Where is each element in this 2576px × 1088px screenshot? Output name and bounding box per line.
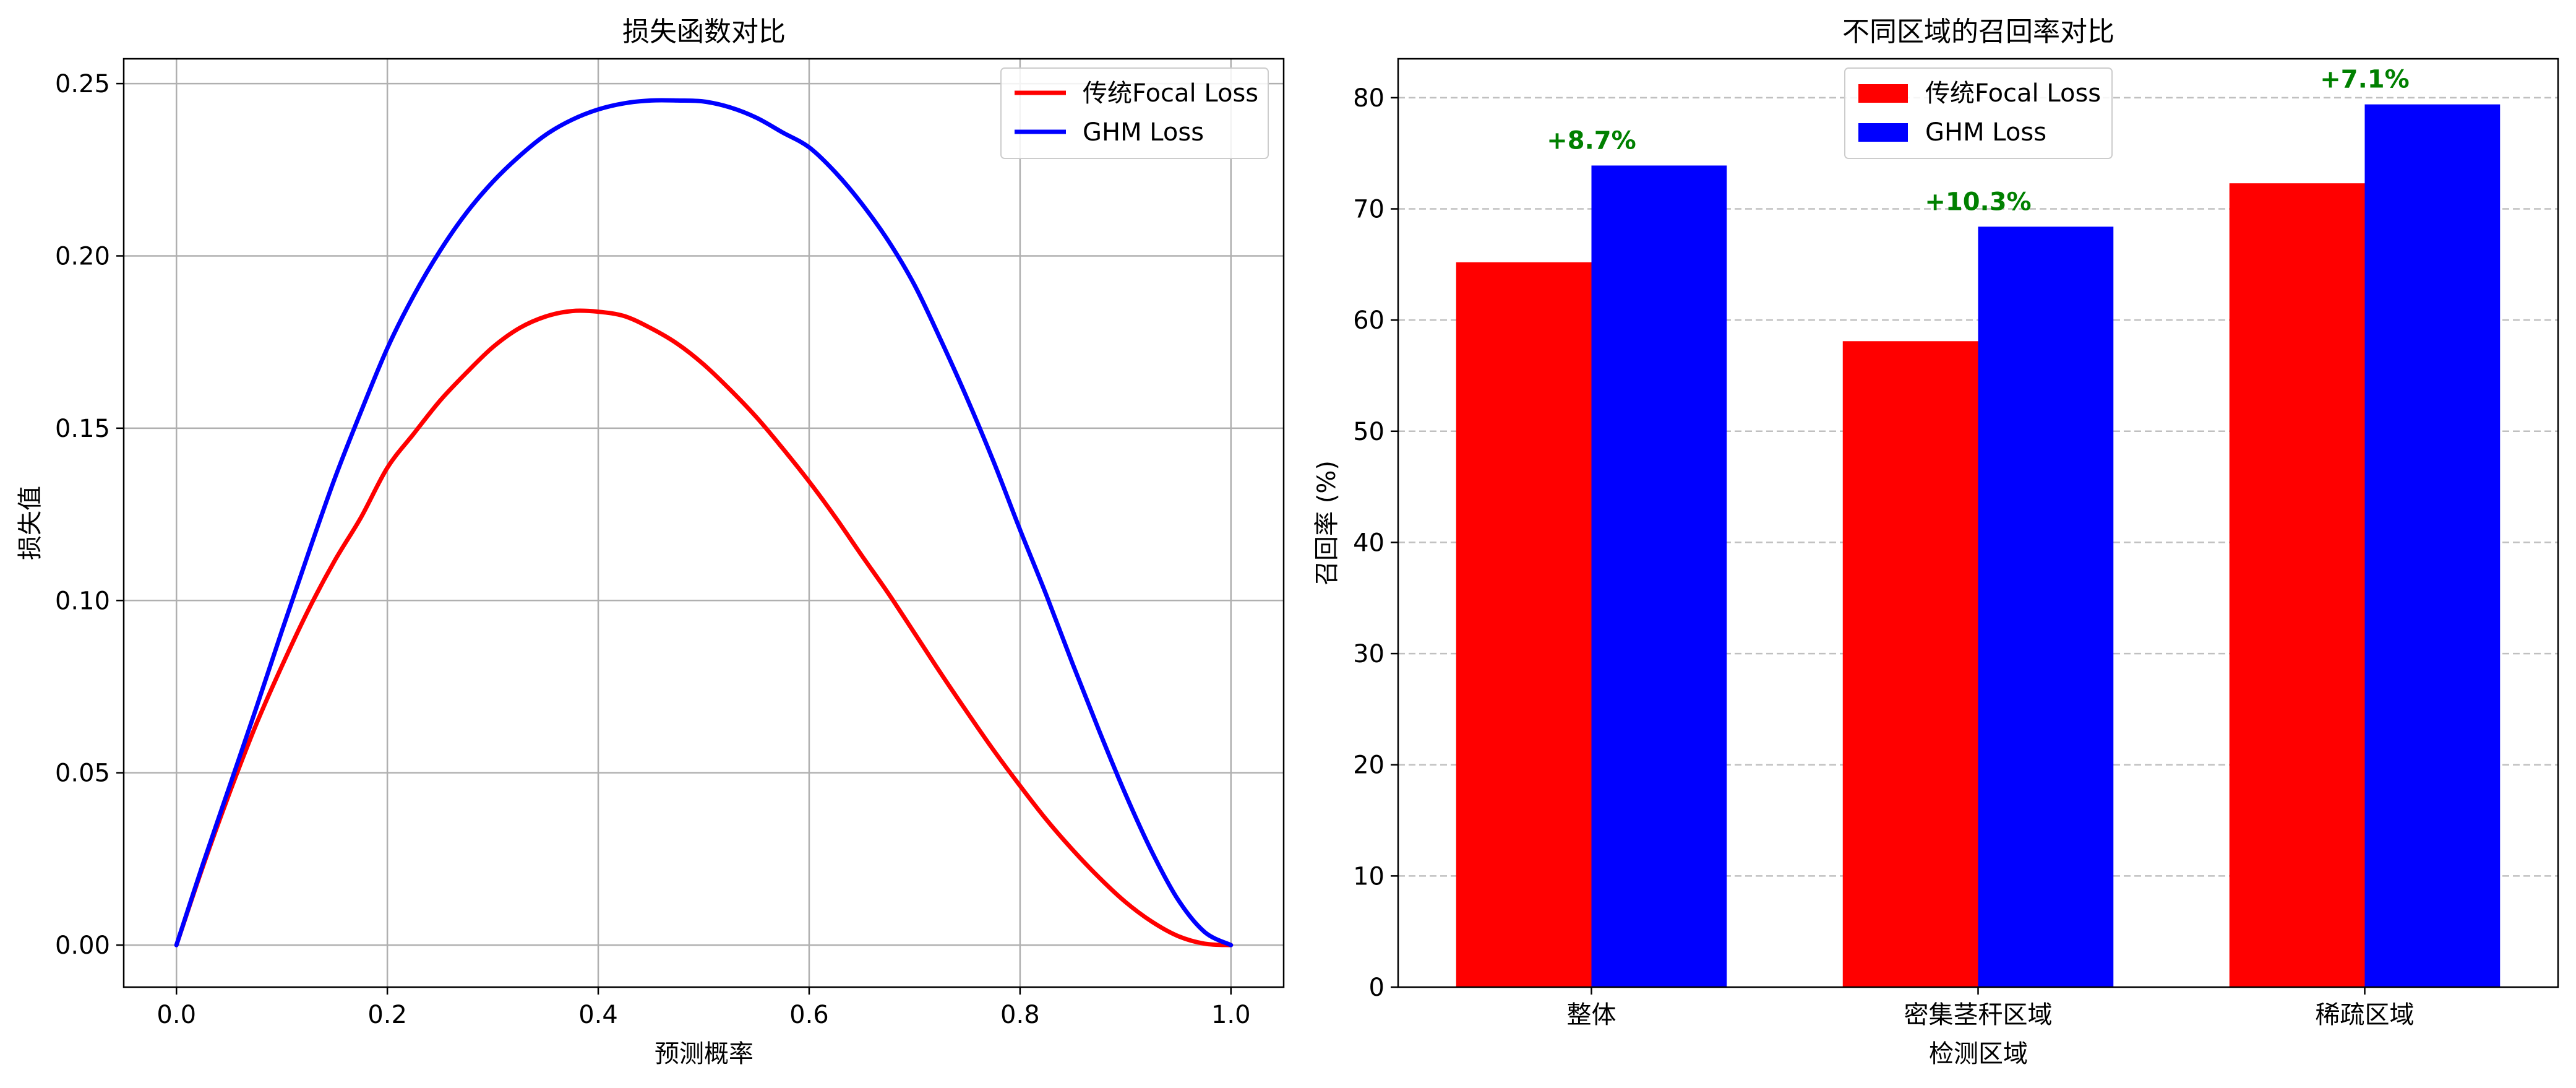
- loss-chart-x-tick-label: 0.0: [157, 1001, 196, 1029]
- recall-chart-annotations: +8.7% +10.3% +7.1%: [1547, 66, 2409, 217]
- recall-chart-y-ticks: 0 10 20 30 40 50 60 70 80: [1353, 84, 1398, 1002]
- recall-chart-y-axis-label: 召回率 (%): [1313, 460, 1341, 585]
- loss-chart-x-tick-label: 0.2: [367, 1001, 407, 1029]
- loss-chart-x-tick-label: 0.8: [1000, 1001, 1040, 1029]
- recall-bar-ghm: [1978, 227, 2114, 988]
- recall-chart-legend: 传统Focal Loss GHM Loss: [1844, 67, 2113, 159]
- recall-chart-x-tick-label: 密集茎秆区域: [1904, 1001, 2053, 1029]
- loss-chart-y-ticks: 0.00 0.05 0.10 0.15 0.20 0.25: [55, 70, 124, 960]
- recall-chart-x-ticks: 整体 密集茎秆区域 稀疏区域: [1567, 987, 2415, 1029]
- loss-legend-focal-label: 传统Focal Loss: [1083, 79, 1258, 108]
- recall-chart-y-tick-label: 0: [1369, 974, 1385, 1002]
- recall-improvement-label: +8.7%: [1547, 126, 1636, 155]
- loss-chart-legend-box: [1000, 67, 1269, 159]
- loss-chart-series: [174, 98, 1234, 948]
- loss-chart-y-axis-label: 损失值: [16, 486, 45, 560]
- loss-chart-x-axis-label: 预测概率: [655, 1040, 753, 1068]
- recall-chart-x-axis-label: 检测区域: [1929, 1040, 2028, 1068]
- loss-chart-y-tick-label: 0.25: [55, 70, 110, 98]
- recall-chart-y-tick-label: 60: [1353, 306, 1385, 335]
- recall-chart-y-tick-label: 30: [1353, 640, 1385, 668]
- loss-chart-y-tick-label: 0.15: [55, 415, 110, 443]
- loss-chart-legend: 传统Focal Loss GHM Loss: [1000, 67, 1269, 159]
- recall-bar-focal: [1456, 262, 1592, 987]
- recall-bar-ghm: [1591, 165, 1727, 987]
- loss-chart-x-tick-label: 0.6: [789, 1001, 829, 1029]
- recall-legend-focal-label: 传统Focal Loss: [1925, 79, 2101, 108]
- recall-chart-title: 不同区域的召回率对比: [1842, 16, 2114, 48]
- recall-chart-y-tick-label: 40: [1353, 529, 1385, 557]
- loss-chart-grid: [124, 59, 1284, 987]
- loss-chart-y-tick-label: 0.05: [55, 759, 110, 788]
- loss-chart-x-tick-label: 1.0: [1211, 1001, 1251, 1029]
- recall-chart-x-tick-label: 稀疏区域: [2316, 1001, 2415, 1029]
- recall-chart-x-tick-label: 整体: [1567, 1001, 1616, 1029]
- loss-chart-title: 损失函数对比: [622, 16, 786, 48]
- loss-chart-y-tick-label: 0.10: [55, 587, 110, 615]
- recall-improvement-label: +10.3%: [1925, 188, 2031, 216]
- loss-chart-y-tick-label: 0.00: [55, 931, 110, 960]
- loss-legend-ghm-label: GHM Loss: [1083, 118, 1204, 147]
- recall-legend-ghm-label: GHM Loss: [1925, 118, 2046, 147]
- loss-chart-x-ticks: 0.0 0.2 0.4 0.6 0.8 1.0: [157, 987, 1251, 1029]
- recall-chart-y-tick-label: 70: [1353, 196, 1385, 224]
- recall-bar-chart: 不同区域的召回率对比 +8.7% +10.3% +7.1% 整体 密集茎秆区域 稀疏区域…: [1313, 16, 2559, 1068]
- loss-curve-chart: 损失函数对比 0.0 0.2 0.4 0.6 0.8 1.0 0.000.050.100.…: [16, 16, 1285, 1068]
- recall-chart-legend-box: [1844, 67, 2113, 159]
- recall-bar-focal: [1842, 341, 1978, 988]
- recall-bar-ghm: [2364, 104, 2501, 987]
- loss-series-ghm-line: [174, 98, 1234, 948]
- recall-bar-focal: [2229, 183, 2365, 987]
- recall-chart-y-tick-label: 80: [1353, 84, 1385, 113]
- recall-chart-y-tick-label: 20: [1353, 751, 1385, 780]
- recall-legend-ghm-swatch: [1858, 123, 1908, 142]
- recall-chart-y-tick-label: 10: [1353, 862, 1385, 891]
- loss-chart-plot-frame: [122, 58, 1285, 988]
- recall-chart-y-tick-label: 50: [1353, 418, 1385, 446]
- loss-series-focal-line: [174, 308, 1234, 948]
- loss-chart-x-tick-label: 0.4: [578, 1001, 618, 1029]
- recall-chart-bars: [1456, 104, 2501, 988]
- recall-legend-focal-swatch: [1858, 84, 1908, 103]
- loss-chart-y-tick-label: 0.20: [55, 242, 110, 270]
- recall-improvement-label: +7.1%: [2320, 66, 2409, 94]
